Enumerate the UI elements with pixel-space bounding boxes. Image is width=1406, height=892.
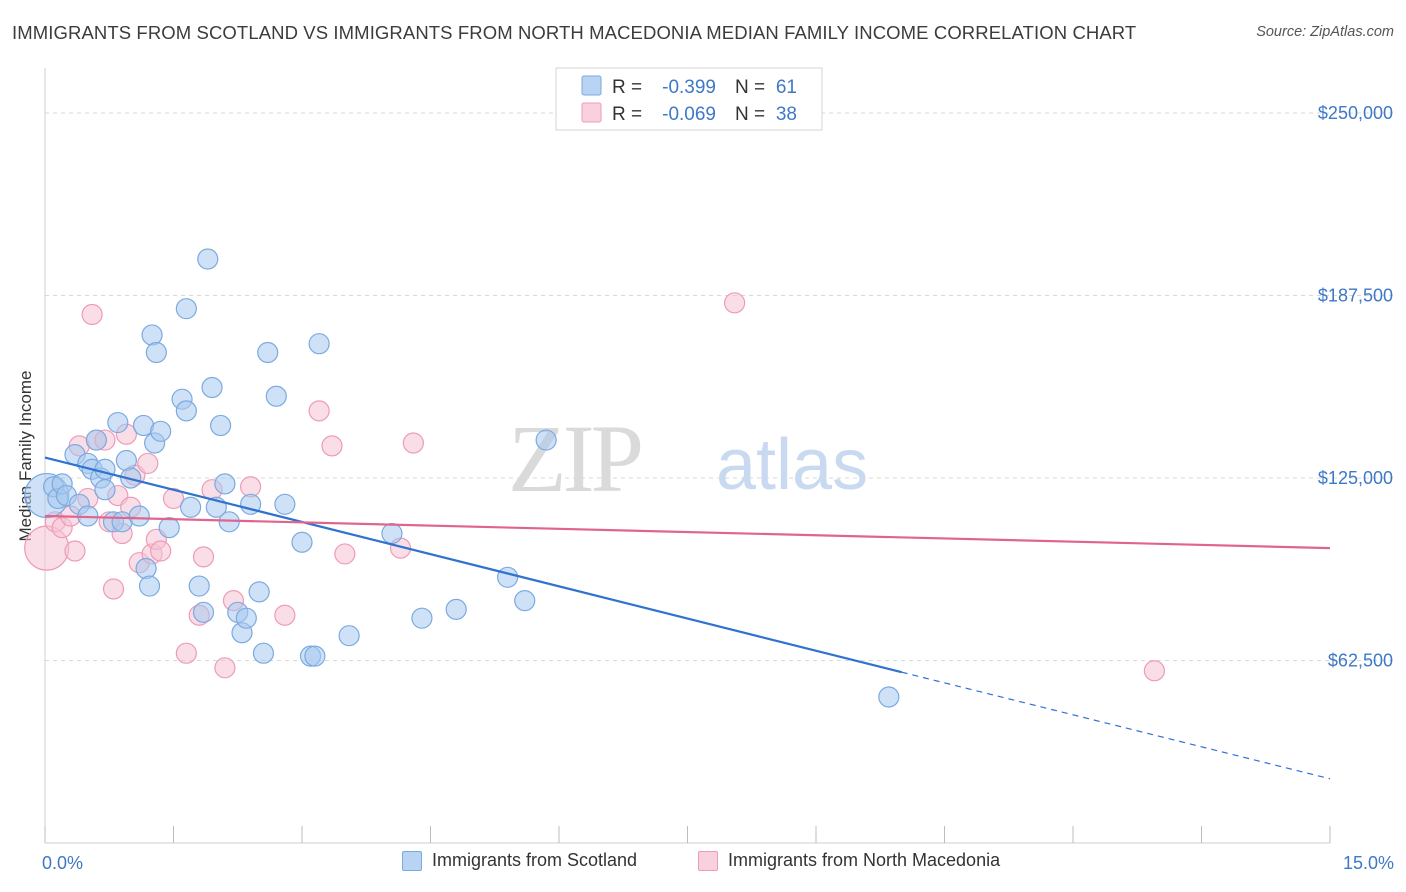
scotland-point (145, 341, 167, 364)
x-tick-labels: 0.0% 15.0% (42, 853, 1394, 873)
scotland-point (252, 642, 275, 664)
scotland-point (141, 324, 163, 346)
scotland-point (235, 607, 257, 629)
scotland-point (175, 400, 197, 422)
stats-legend: R = -0.399 N = 61 R = -0.069 N = 38 (555, 67, 823, 131)
scotland-point (878, 686, 900, 708)
y-tick-label: $62,500 (1328, 651, 1393, 671)
legend-label-scotland: Immigrants from Scotland (432, 850, 638, 870)
scotland-trend-extension (901, 671, 1331, 780)
scotland-point (338, 625, 360, 647)
scotland-point (381, 522, 403, 545)
watermark: ZIP atlas (508, 405, 868, 512)
series-legend: Immigrants from Scotland Immigrants from… (0, 850, 1406, 880)
r-value: -0.399 (662, 77, 716, 98)
n-value: 38 (776, 104, 797, 125)
chart-title: IMMIGRANTS FROM SCOTLAND VS IMMIGRANTS F… (12, 22, 1137, 43)
north-macedonia-point (724, 292, 746, 314)
scotland-point (411, 607, 433, 629)
north-macedonia-point (274, 604, 296, 626)
scotland-point (308, 333, 330, 355)
legend-item-north-macedonia[interactable]: Immigrants from North Macedonia (698, 850, 1000, 871)
axes (44, 68, 1331, 844)
n-label: N = (735, 104, 765, 125)
north-macedonia-trend-line (44, 514, 1331, 550)
scotland-point (180, 496, 202, 518)
scotland-point (248, 581, 270, 603)
scotland-point (188, 575, 210, 597)
scotland-point (201, 376, 223, 399)
north-macedonia-point (64, 540, 86, 562)
scotland-point (197, 248, 219, 270)
scotland-point (158, 517, 180, 539)
scotland-point (94, 458, 116, 480)
north-macedonia-point (1143, 660, 1165, 682)
legend-swatch-scotland (402, 850, 422, 871)
scotland-point (150, 420, 172, 442)
scotland-point (192, 601, 215, 623)
source-label: Source: ZipAtlas.com (1256, 24, 1394, 40)
scotland-point (535, 429, 557, 451)
north-macedonia-point (162, 487, 185, 510)
legend-label-north-macedonia: Immigrants from North Macedonia (728, 850, 1001, 870)
scotland-point (274, 493, 296, 515)
scotland-point (514, 590, 536, 612)
scotland-point (107, 411, 129, 434)
scotland-point (304, 645, 326, 667)
scotland-point (175, 298, 197, 320)
north-macedonia-point (321, 435, 343, 457)
y-tick-label: $125,000 (1318, 468, 1393, 488)
scotland-point (135, 557, 157, 580)
y-tick-label: $187,500 (1318, 286, 1393, 306)
scotland-point (497, 566, 519, 588)
scotland-point (210, 414, 232, 437)
north-macedonia-point (102, 578, 125, 600)
north-macedonia-point (402, 432, 424, 454)
watermark-zip: ZIP (508, 405, 641, 512)
n-label: N = (735, 77, 765, 98)
scotland-point (85, 429, 108, 451)
scotland-point (257, 341, 279, 364)
north-macedonia-point (192, 546, 215, 568)
north-macedonia-point (81, 303, 103, 326)
r-value: -0.069 (662, 104, 716, 125)
n-value: 61 (776, 77, 797, 98)
scotland-point (214, 473, 236, 495)
scotland-point (115, 449, 137, 472)
watermark-atlas: atlas (716, 425, 868, 505)
north-macedonia-point (214, 657, 236, 679)
gridlines (45, 112, 1395, 662)
y-tick-label: $250,000 (1318, 103, 1393, 123)
legend-item-scotland[interactable]: Immigrants from Scotland (402, 850, 637, 871)
x-tick-label-max: 15.0% (1343, 853, 1394, 873)
scotland-point (291, 531, 313, 553)
scotland-point (94, 479, 116, 501)
r-label: R = (612, 104, 642, 125)
north-macedonia-point (334, 543, 356, 565)
trend-lines (44, 456, 1331, 780)
scotland-point (138, 575, 161, 597)
north-macedonia-point (175, 642, 197, 664)
legend-swatch-north-macedonia (698, 850, 718, 871)
stats-legend-swatch (581, 102, 602, 123)
scotland-point (128, 505, 150, 527)
scotland-point (265, 385, 287, 407)
scotland-point (445, 598, 467, 621)
scotland-trend-line (44, 456, 902, 674)
north-macedonia-point (150, 540, 172, 562)
y-tick-labels: $62,500 $125,000 $187,500 $250,000 (1318, 103, 1393, 670)
north-macedonia-point (137, 452, 159, 475)
stats-legend-swatch (581, 75, 602, 96)
north-macedonia-point (308, 400, 330, 422)
x-tick-label-min: 0.0% (42, 853, 83, 873)
r-label: R = (612, 77, 642, 98)
